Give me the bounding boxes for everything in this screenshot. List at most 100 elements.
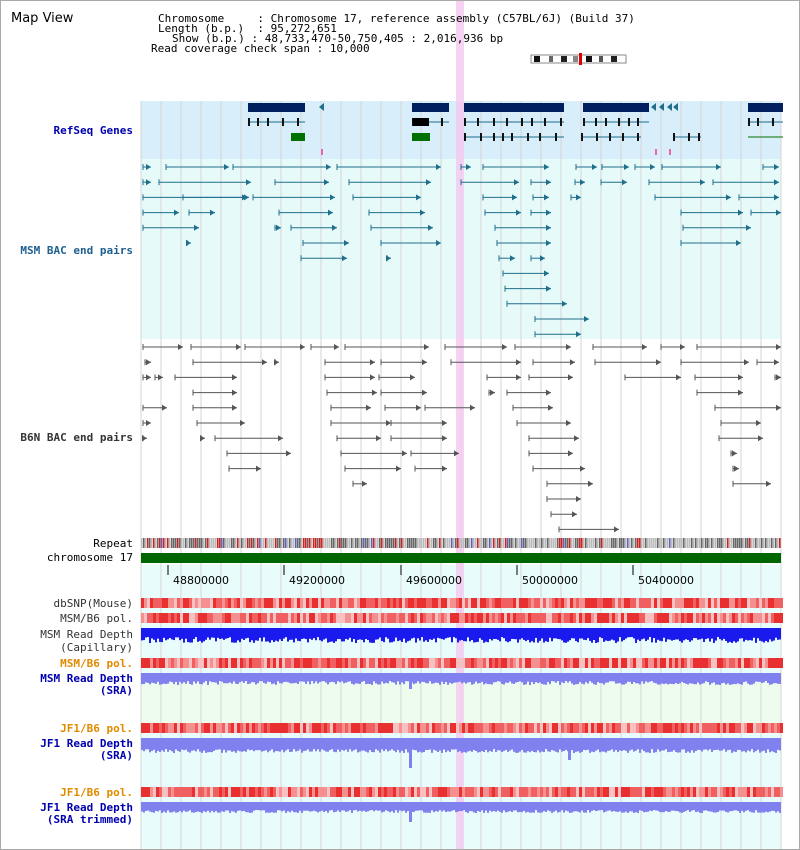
repeat-segment — [371, 538, 373, 548]
jf1-b6-pol-segment — [357, 723, 360, 733]
msm-depth-sra — [481, 673, 483, 682]
msm-depth-capillary — [667, 628, 669, 640]
msm-depth-sra — [467, 673, 469, 683]
msm-depth-capillary — [689, 628, 691, 642]
msm-depth-capillary — [427, 628, 429, 642]
repeat-segment — [619, 538, 621, 548]
chromosome-info: Chromosome : Chromosome 17, reference as… — [158, 12, 635, 25]
jf1-depth-sra — [193, 738, 195, 751]
jf1-depth-sra — [473, 738, 475, 751]
jf1-depth-sra — [299, 738, 301, 750]
msm-depth-sra — [597, 673, 599, 683]
msm-b6-pol-segment — [330, 613, 333, 623]
b6n-bac-pair-arrow — [146, 420, 151, 426]
msm-depth-sra — [175, 673, 177, 682]
msm-b6-pol-segment — [384, 658, 387, 668]
jf1-b6-pol-segment — [186, 723, 189, 733]
msm-bac-pair-arrow — [330, 194, 335, 201]
msm-depth-sra — [209, 673, 211, 682]
jf1-b6-pol-segment — [327, 723, 330, 733]
dbsnp-segment — [510, 598, 513, 608]
jf1-b6-pol-segment — [432, 787, 435, 797]
msm-b6-pol-segment — [363, 658, 366, 668]
repeat-segment — [651, 538, 653, 548]
msm-b6-pol-segment — [537, 613, 540, 623]
msm-b6-pol-segment — [471, 658, 474, 668]
jf1-depth-sra — [671, 738, 673, 752]
jf1-depth-sra — [215, 738, 217, 750]
jf1-b6-pol-segment — [471, 787, 474, 797]
jf1-depth-sra — [555, 738, 557, 752]
jf1-depth-trim — [195, 802, 197, 813]
jf1-depth-sra — [265, 738, 267, 751]
dbsnp-segment — [441, 598, 444, 608]
jf1-depth-sra — [697, 738, 699, 750]
jf1-b6-pol-segment — [768, 723, 771, 733]
msm-depth-capillary — [529, 628, 531, 643]
jf1-depth-sra — [651, 738, 653, 750]
jf1-depth-trim — [371, 802, 373, 811]
msm-depth-capillary — [617, 628, 619, 642]
msm-b6-pol-segment — [309, 613, 312, 623]
jf1-depth-trim — [559, 802, 561, 812]
jf1-depth-trim — [433, 802, 435, 813]
jf1-depth-trim — [467, 802, 469, 813]
msm-b6-pol-segment — [582, 658, 585, 668]
track-label-b6n-bac[interactable]: B6N BAC end pairs — [20, 431, 133, 444]
msm-bac-pair-arrow — [622, 179, 627, 186]
msm-b6-pol-segment — [339, 613, 342, 623]
gene-arrow — [651, 103, 656, 111]
msm-depth-sra — [389, 673, 391, 682]
jf1-depth-sra — [491, 738, 493, 752]
msm-b6-pol-segment — [681, 658, 684, 668]
msm-b6-pol-segment — [204, 658, 207, 668]
msm-depth-sra — [753, 673, 755, 684]
jf1-depth-trim — [287, 802, 289, 812]
msm-b6-pol-segment — [162, 658, 165, 668]
msm-depth-capillary — [367, 628, 369, 641]
jf1-depth-sra — [437, 738, 439, 753]
msm-depth-capillary — [385, 628, 387, 638]
jf1-depth-trim — [415, 802, 417, 811]
jf1-depth-trim — [143, 802, 145, 813]
gene-exon — [555, 133, 557, 141]
jf1-depth-trim — [199, 802, 201, 812]
jf1-depth-trim — [507, 802, 509, 812]
msm-b6-pol-segment — [744, 613, 747, 623]
msm-depth-capillary — [653, 628, 655, 638]
msm-depth-capillary — [377, 628, 379, 640]
jf1-b6-pol-segment — [297, 787, 300, 797]
msm-depth-sra — [371, 673, 373, 685]
msm-b6-pol-segment — [243, 613, 246, 623]
jf1-depth-trim — [351, 802, 353, 813]
msm-depth-sra — [731, 673, 733, 685]
track-label-msm-bac[interactable]: MSM BAC end pairs — [20, 244, 133, 257]
jf1-b6-pol-segment — [225, 723, 228, 733]
jf1-depth-sra — [549, 738, 551, 752]
msm-depth-capillary — [475, 628, 477, 643]
msm-b6-pol-segment — [516, 613, 519, 623]
jf1-depth-sra — [687, 738, 689, 752]
dbsnp-segment — [471, 598, 474, 608]
repeat-segment — [263, 538, 265, 548]
msm-b6-pol-segment — [291, 613, 294, 623]
msm-b6-pol-segment — [612, 613, 615, 623]
msm-b6-pol-segment — [516, 658, 519, 668]
repeat-segment — [595, 538, 597, 548]
msm-depth-sra — [415, 673, 417, 684]
jf1-depth-trim — [705, 802, 707, 811]
b6n-bac-pair-arrow — [442, 465, 447, 472]
msm-b6-pol-segment — [237, 613, 240, 623]
jf1-b6-pol-segment — [528, 787, 531, 797]
b6n-bac-pair-arrow — [278, 435, 283, 442]
msm-b6-pol-segment — [672, 613, 675, 623]
repeat-segment — [233, 538, 235, 548]
msm-bac-pair-arrow — [224, 164, 229, 170]
jf1-depth-trim — [471, 802, 473, 812]
jf1-b6-pol-segment — [213, 723, 216, 733]
msm-b6-pol-segment — [270, 658, 273, 668]
track-label-refseq[interactable]: RefSeq Genes — [53, 124, 133, 137]
repeat-segment — [203, 538, 205, 548]
gene-exon — [267, 118, 269, 126]
